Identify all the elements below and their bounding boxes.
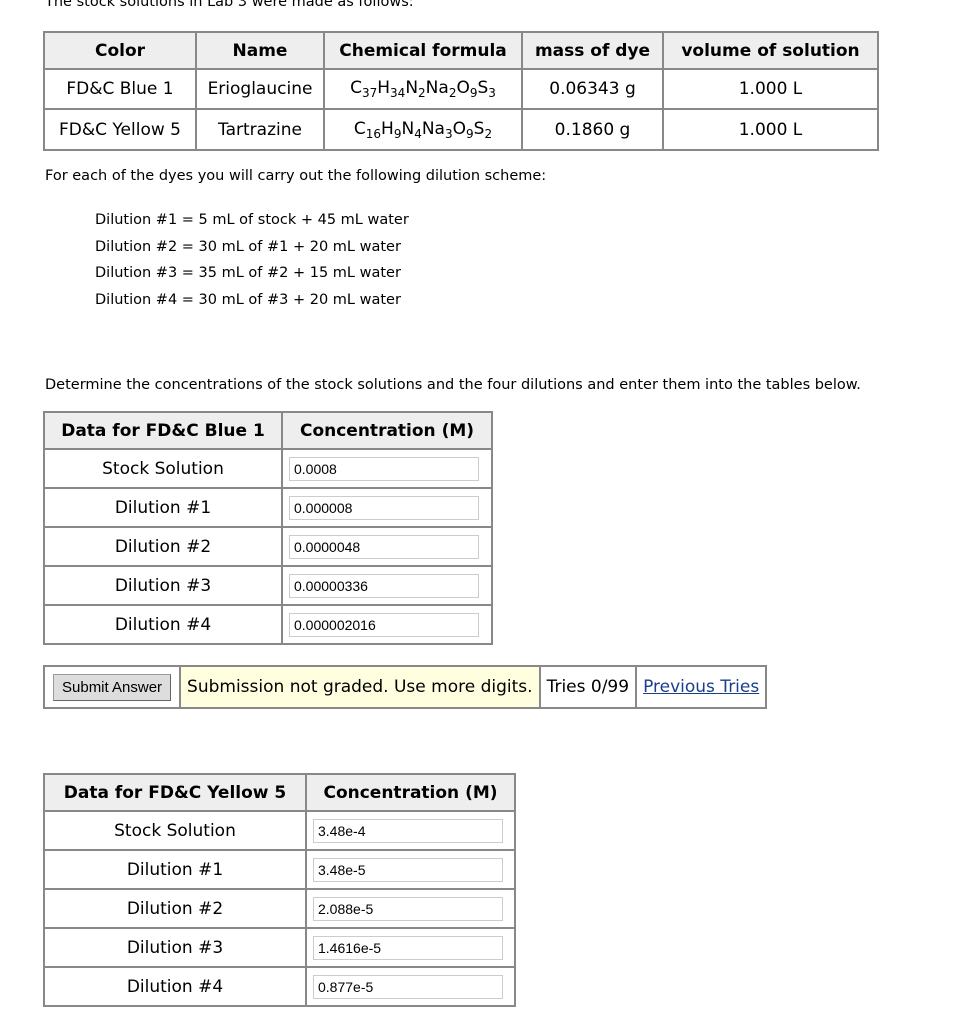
scheme-intro: For each of the dyes you will carry out … (45, 168, 547, 184)
dilution-item: Dilution #4 = 30 mL of #3 + 20 mL water (95, 292, 401, 309)
mass-cell: 0.06343 g (521, 68, 664, 110)
instructions: Determine the concentrations of the stoc… (45, 377, 861, 393)
table-row: Dilution #2 2.088e-5 (43, 888, 516, 929)
intro-text: The stock solutions in Lab 3 were made a… (45, 0, 414, 10)
concentration-input[interactable]: 0.00000336 (289, 573, 479, 598)
row-label: Dilution #4 (43, 966, 307, 1007)
color-cell: FD&C Blue 1 (43, 68, 197, 110)
concentration-input[interactable]: 2.088e-5 (313, 896, 503, 921)
volume-cell: 1.000 L (662, 68, 879, 110)
concentration-header: Concentration (M) (281, 411, 493, 450)
col-color: Color (43, 31, 197, 70)
col-formula: Chemical formula (323, 31, 523, 70)
dilution-item: Dilution #2 = 30 mL of #1 + 20 mL water (95, 238, 401, 255)
concentration-input[interactable]: 3.48e-4 (313, 818, 503, 843)
table-row: Dilution #1 0.000008 (43, 487, 493, 528)
table-row: Stock Solution 3.48e-4 (43, 810, 516, 851)
row-label: Dilution #1 (43, 849, 307, 890)
table-header: Data for FD&C Blue 1 (43, 411, 283, 450)
table-row: Dilution #4 0.000002016 (43, 604, 493, 645)
concentration-input[interactable]: 0.000002016 (289, 612, 479, 637)
concentration-input[interactable]: 3.48e-5 (313, 857, 503, 882)
table-header: Data for FD&C Yellow 5 (43, 773, 307, 812)
concentration-input[interactable]: 0.000008 (289, 495, 479, 520)
table-row: Dilution #3 1.4616e-5 (43, 927, 516, 968)
tries-count: Tries 0/99 (538, 665, 638, 709)
previous-tries-link[interactable]: Previous Tries (643, 677, 760, 697)
yellow-data-table: Data for FD&C Yellow 5 Concentration (M) S… (43, 773, 516, 1007)
row-label: Stock Solution (43, 448, 283, 489)
formula-cell: C37H34N2Na2O9S3 (323, 68, 523, 110)
mass-cell: 0.1860 g (521, 108, 664, 151)
submit-answer-button[interactable]: Submit Answer (53, 673, 172, 701)
row-label: Dilution #3 (43, 565, 283, 606)
row-label: Stock Solution (43, 810, 307, 851)
submission-bar: Submit Answer Submission not graded. Use… (42, 665, 768, 709)
blue-data-table: Data for FD&C Blue 1 Concentration (M) Sto… (43, 411, 493, 645)
row-label: Dilution #3 (43, 927, 307, 968)
feedback-message: Submission not graded. Use more digits. (179, 665, 541, 709)
row-label: Dilution #2 (43, 888, 307, 929)
dilution-list: Dilution #1 = 5 mL of stock + 45 mL wate… (95, 207, 409, 314)
table-row: Dilution #2 0.0000048 (43, 526, 493, 567)
concentration-input[interactable]: 0.0008 (289, 456, 479, 481)
concentration-input[interactable]: 0.877e-5 (313, 974, 503, 999)
col-mass: mass of dye (521, 31, 664, 70)
dilution-item: Dilution #3 = 35 mL of #2 + 15 mL water (95, 265, 401, 282)
color-cell: FD&C Yellow 5 (43, 108, 197, 151)
concentration-input[interactable]: 1.4616e-5 (313, 935, 503, 960)
formula-cell: C16H9N4Na3O9S2 (323, 108, 523, 151)
table-row: Dilution #3 0.00000336 (43, 565, 493, 606)
table-row: Stock Solution 0.0008 (43, 448, 493, 489)
col-name: Name (195, 31, 325, 70)
name-cell: Erioglaucine (195, 68, 325, 110)
table-row: FD&C Yellow 5 Tartrazine C16H9N4Na3O9S2 … (43, 108, 879, 151)
concentration-input[interactable]: 0.0000048 (289, 534, 479, 559)
name-cell: Tartrazine (195, 108, 325, 151)
row-label: Dilution #1 (43, 487, 283, 528)
stock-table: Color Name Chemical formula mass of dye … (43, 31, 879, 151)
col-volume: volume of solution (662, 31, 879, 70)
concentration-header: Concentration (M) (305, 773, 516, 812)
table-row: FD&C Blue 1 Erioglaucine C37H34N2Na2O9S3… (43, 68, 879, 110)
row-label: Dilution #2 (43, 526, 283, 567)
table-row: Dilution #4 0.877e-5 (43, 966, 516, 1007)
dilution-item: Dilution #1 = 5 mL of stock + 45 mL wate… (95, 212, 409, 228)
row-label: Dilution #4 (43, 604, 283, 645)
volume-cell: 1.000 L (662, 108, 879, 151)
table-row: Dilution #1 3.48e-5 (43, 849, 516, 890)
